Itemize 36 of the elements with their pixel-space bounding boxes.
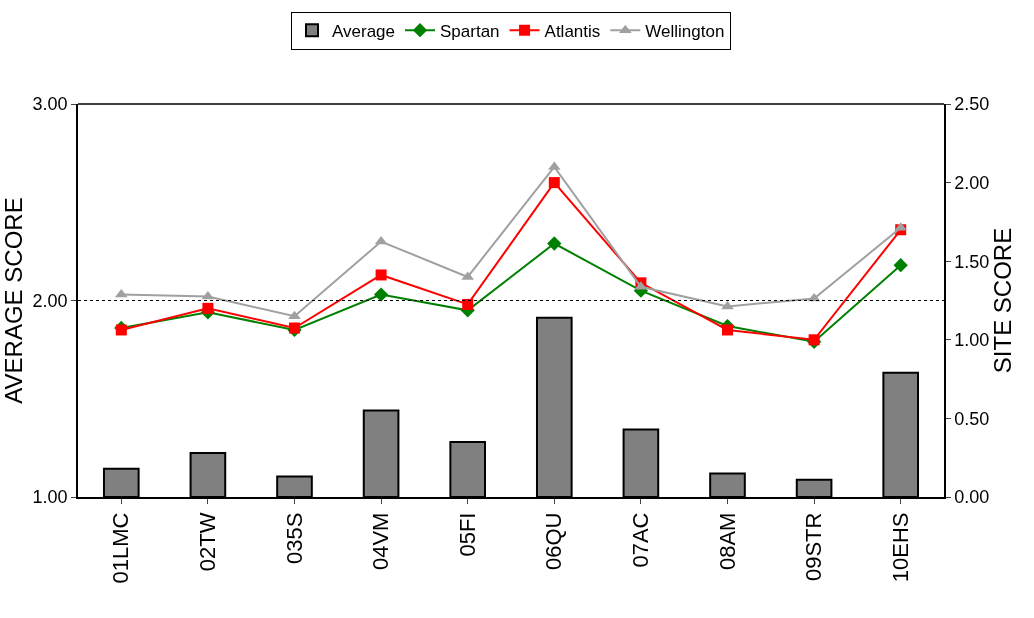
x-tick-label: 09STR [801, 512, 827, 582]
point [373, 287, 389, 302]
legend-label: Average [332, 21, 396, 41]
x-tick-label: 07AC [628, 512, 654, 568]
y-tick-label: 2.00 [32, 290, 68, 311]
point [893, 257, 908, 273]
legend-label: Spartan [440, 21, 500, 41]
y2-tick-label: 1.50 [954, 251, 990, 272]
y-tick-label: 1.00 [32, 487, 68, 508]
x-tick-label: 10EHS [887, 512, 913, 583]
y2-axis-title: SITE SCORE [989, 227, 1017, 374]
x-tick-label: 05FI [454, 512, 480, 557]
point [115, 324, 127, 336]
x-tick-label: 08AM [714, 512, 740, 571]
x-tick-label: 02TW [195, 512, 221, 572]
point [547, 236, 562, 251]
y2-tick-label: 0.50 [954, 408, 990, 429]
legend-label: Atlantis [544, 21, 601, 41]
x-tick-label: 06QU [541, 512, 567, 571]
y-tick-label: 3.00 [32, 94, 68, 115]
x-tick-label: 035S [281, 512, 307, 564]
point [289, 322, 300, 334]
x-tick-label: 01LMC [108, 512, 134, 584]
y2-tick-label: 1.00 [954, 330, 990, 351]
y2-tick-label: 0.00 [954, 487, 990, 508]
point [462, 298, 474, 310]
y-axis-title: AVERAGE SCORE [0, 197, 27, 404]
legend-label: Wellington [645, 21, 725, 41]
point [375, 269, 387, 281]
y2-tick-label: 2.50 [954, 94, 990, 115]
point [548, 177, 560, 189]
point [722, 324, 733, 336]
point [202, 302, 214, 314]
y2-tick-label: 2.00 [954, 172, 990, 193]
x-tick-label: 04VM [368, 512, 394, 571]
point [721, 300, 734, 310]
